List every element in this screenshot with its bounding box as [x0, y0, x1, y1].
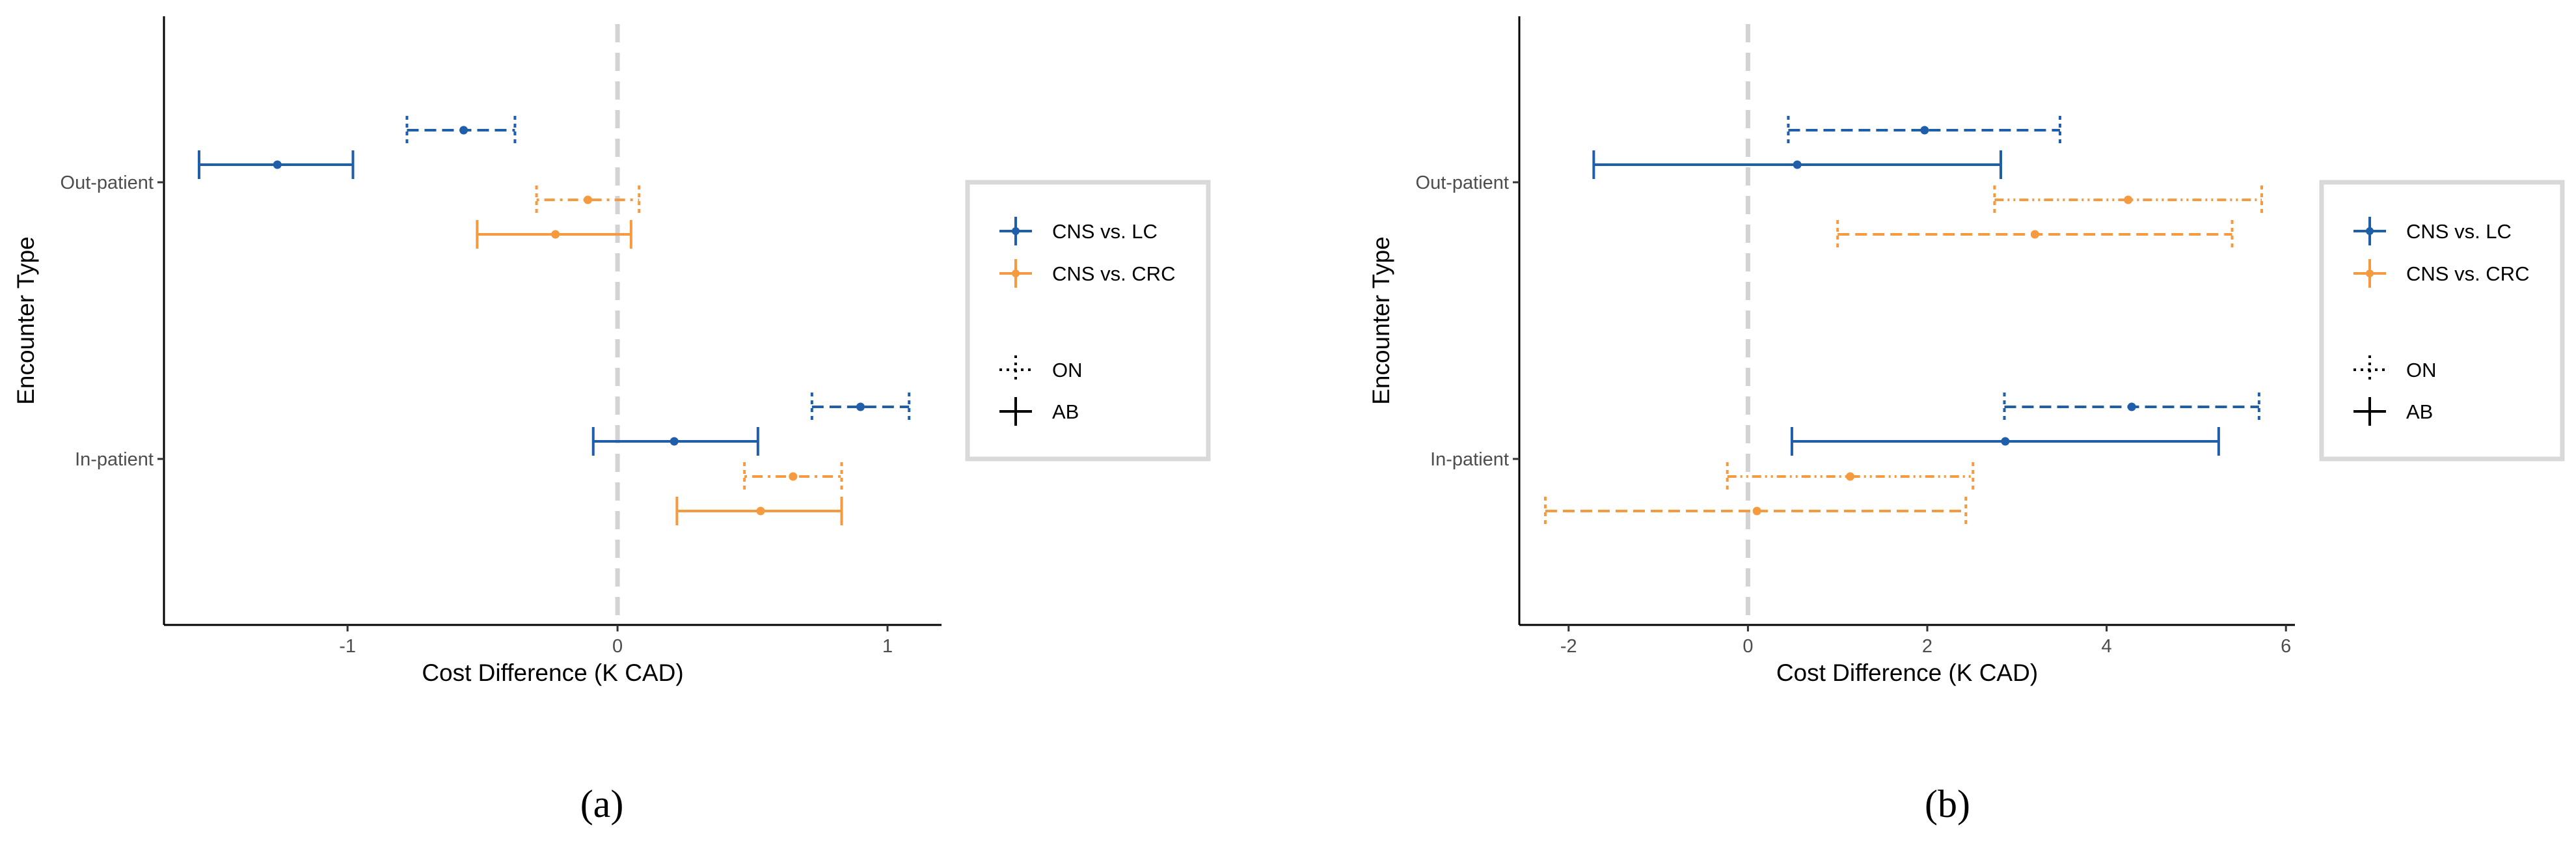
y-tick-label: In-patient: [1430, 449, 1509, 470]
x-tick-label: -2: [1560, 636, 1577, 657]
x-axis-title: Cost Difference (K CAD): [1776, 659, 2038, 686]
panel-label: (b): [1925, 782, 1970, 825]
legend-label: ON: [2406, 359, 2437, 381]
x-tick-label: -1: [339, 636, 356, 657]
point-estimate: [789, 472, 798, 481]
y-tick-label: Out-patient: [1416, 173, 1509, 193]
error-bar: [1726, 462, 1975, 491]
legend: CNS vs. LC CNS vs. CRC ON AB: [2319, 180, 2565, 462]
point-estimate: [2030, 230, 2039, 239]
legend-label: CNS vs. LC: [1052, 220, 1158, 243]
legend-key-point: [1012, 227, 1020, 235]
panel-b: -2 0 2 4 6 Out-patient In-patient Cost Differen…: [1368, 16, 2565, 825]
legend-key: [2353, 397, 2386, 426]
x-tick-label: 2: [1922, 636, 1932, 657]
legend-key: [2353, 259, 2386, 288]
point-estimate: [2127, 402, 2136, 411]
error-bar: [1592, 150, 2003, 179]
point-estimate: [1793, 160, 1802, 169]
legend-label: CNS vs. CRC: [1052, 262, 1175, 285]
y-tick-label: Out-patient: [61, 173, 154, 193]
point-estimate: [551, 230, 560, 239]
x-tick-label: 0: [1742, 636, 1753, 657]
legend-key-point: [2366, 269, 2374, 277]
point-estimate: [856, 402, 865, 411]
error-bar: [1836, 220, 2234, 249]
legend-label: CNS vs. CRC: [2406, 262, 2529, 285]
error-bar: [197, 150, 355, 179]
point-estimate: [2001, 437, 2010, 446]
error-bar: [1993, 186, 2264, 214]
error-bar: [591, 427, 759, 456]
legend-key: [2353, 355, 2386, 384]
panel-label: (a): [580, 782, 624, 825]
point-estimate: [1752, 506, 1761, 516]
legend-label: AB: [1052, 400, 1079, 423]
error-bar: [535, 186, 641, 214]
point-estimate: [1845, 472, 1854, 481]
legend-key: [999, 217, 1032, 245]
legend-frame: [2319, 180, 2565, 462]
point-estimate: [583, 195, 592, 204]
point-estimate: [756, 506, 765, 516]
legend-key: [2353, 217, 2386, 245]
y-tick-label: In-patient: [75, 449, 154, 470]
x-tick-label: 0: [612, 636, 623, 657]
error-bar: [476, 220, 632, 249]
error-bar: [743, 462, 843, 491]
legend-key: [999, 355, 1032, 384]
point-estimate: [459, 126, 468, 135]
error-bar: [2003, 393, 2260, 421]
legend-key: [999, 259, 1032, 288]
point-estimate: [1920, 126, 1929, 135]
error-bar: [1543, 497, 1968, 525]
error-bar: [1787, 116, 2061, 145]
y-axis-title: Encounter Type: [12, 236, 39, 405]
legend-key-point: [1012, 269, 1020, 277]
x-axis-title: Cost Difference (K CAD): [422, 659, 683, 686]
panel-a: -1 0 1 Out-patient In-patient Cost Difference…: [12, 16, 1211, 825]
legend-key-point: [2366, 227, 2374, 235]
legend-frame: [965, 180, 1211, 462]
error-bar: [810, 393, 911, 421]
legend-label: ON: [1052, 359, 1083, 381]
legend: CNS vs. LC CNS vs. CRC ON AB: [965, 180, 1211, 462]
legend-label: AB: [2406, 400, 2433, 423]
x-tick-label: 6: [2281, 636, 2291, 657]
legend-label: CNS vs. LC: [2406, 220, 2512, 243]
legend-key: [999, 397, 1032, 426]
x-tick-label: 1: [882, 636, 893, 657]
point-estimate: [273, 160, 282, 169]
error-bar: [675, 497, 843, 525]
error-bar: [405, 116, 517, 145]
y-axis-title: Encounter Type: [1368, 236, 1394, 405]
error-bar: [1790, 427, 2220, 456]
point-estimate: [670, 437, 679, 446]
x-tick-label: 4: [2102, 636, 2112, 657]
point-estimate: [2124, 195, 2133, 204]
